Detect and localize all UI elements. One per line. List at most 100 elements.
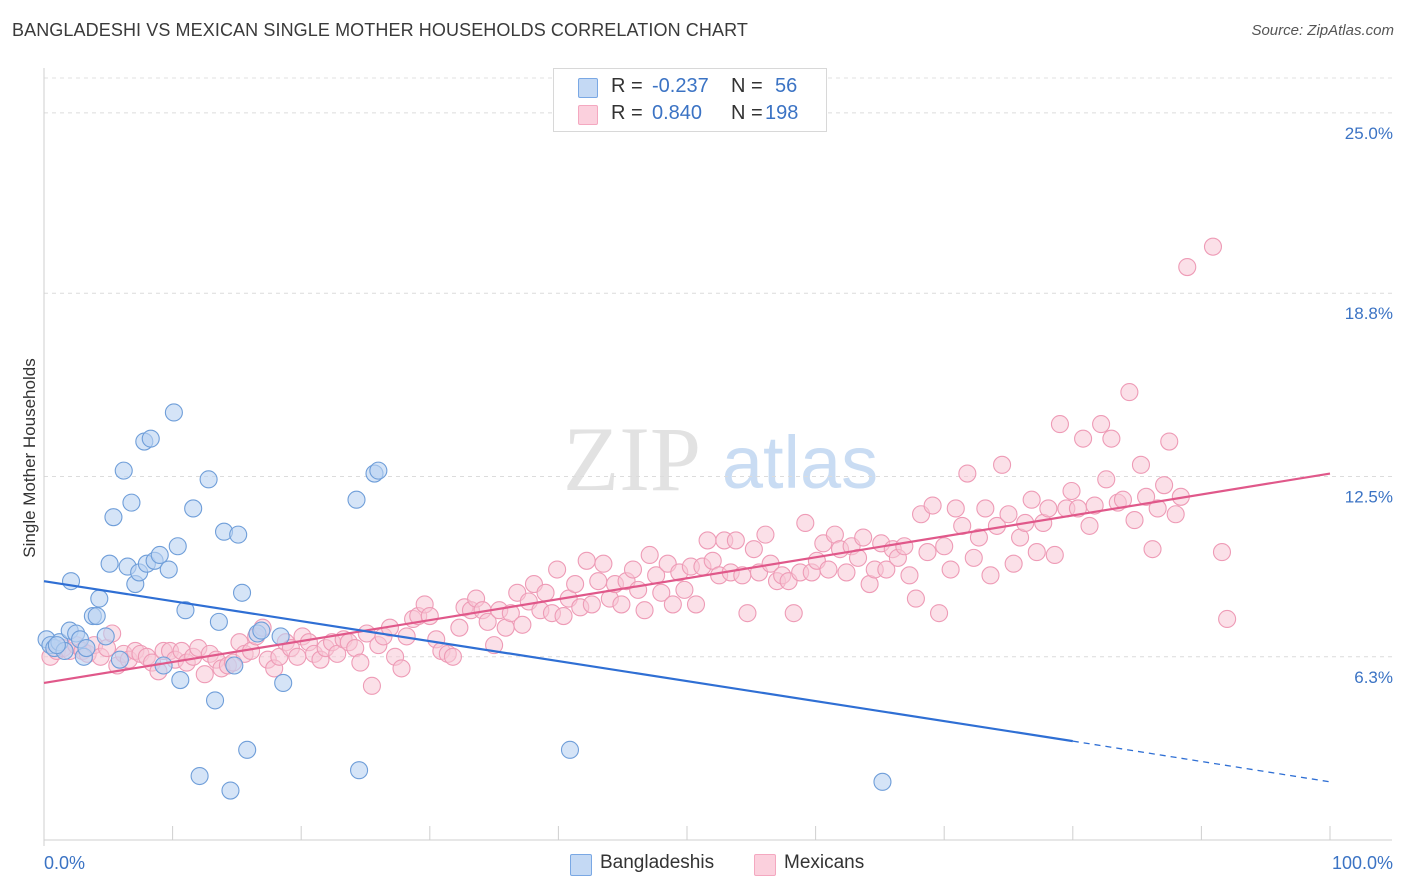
x-tick-label: 100.0% — [1332, 853, 1393, 873]
data-point-mexicans — [877, 560, 896, 579]
data-point-bangladeshis — [171, 670, 190, 690]
data-point-mexicans — [1203, 237, 1223, 256]
data-point-mexicans — [1131, 455, 1151, 474]
data-point-bangladeshis — [114, 461, 133, 480]
data-point-mexicans — [629, 580, 648, 599]
data-point-bangladeshis — [232, 583, 252, 602]
data-point-mexicans — [1062, 481, 1081, 501]
trendline-mexicans — [43, 472, 1331, 685]
data-point-bangladeshis — [205, 691, 225, 710]
data-point-bangladeshis — [141, 429, 160, 448]
data-point-mexicans — [837, 563, 856, 582]
data-point-mexicans — [1022, 490, 1041, 509]
data-point-bangladeshis — [87, 607, 106, 626]
data-point-mexicans — [1039, 499, 1058, 518]
data-point-mexicans — [1166, 505, 1185, 524]
data-point-mexicans — [1218, 609, 1237, 629]
data-point-mexicans — [362, 676, 381, 695]
data-point-mexicans — [663, 595, 682, 614]
data-point-mexicans — [756, 525, 775, 544]
data-point-mexicans — [635, 601, 654, 620]
data-point-mexicans — [548, 560, 567, 579]
data-point-bangladeshis — [168, 537, 187, 556]
data-point-bangladeshis — [47, 636, 66, 655]
data-point-mexicans — [895, 537, 914, 556]
data-point-bangladeshis — [369, 461, 388, 480]
data-point-bangladeshis — [77, 638, 96, 658]
data-point-mexicans — [1160, 432, 1179, 451]
data-point-mexicans — [738, 604, 757, 623]
x-tick-label: 0.0% — [44, 853, 85, 873]
data-point-mexicans — [1102, 429, 1121, 448]
data-point-mexicans — [969, 528, 988, 547]
data-point-mexicans — [589, 572, 608, 591]
trendline-bangladeshis-extension — [1072, 740, 1331, 783]
data-point-bangladeshis — [104, 508, 123, 527]
data-point-bangladeshis — [229, 525, 248, 544]
data-point-mexicans — [854, 528, 873, 547]
data-point-mexicans — [513, 615, 532, 634]
data-point-mexicans — [1080, 516, 1099, 535]
data-point-mexicans — [1137, 487, 1156, 506]
legend-row-mexicans: R = 0.840 N = 198 — [554, 101, 826, 127]
y-tick-label: 6.3% — [1354, 668, 1393, 687]
y-axis-label: Single Mother Households — [20, 358, 39, 557]
data-point-mexicans — [1085, 496, 1104, 515]
data-point-mexicans — [288, 647, 307, 666]
data-point-mexicans — [675, 580, 694, 599]
legend-label-mexicans: Mexicans — [784, 852, 865, 873]
data-point-mexicans — [195, 665, 214, 684]
data-point-mexicans — [796, 513, 815, 533]
data-point-mexicans — [554, 607, 573, 626]
data-point-mexicans — [577, 551, 596, 570]
data-point-mexicans — [478, 612, 497, 631]
chart-title: BANGLADESHI VS MEXICAN SINGLE MOTHER HOU… — [12, 20, 748, 40]
data-point-mexicans — [443, 647, 462, 666]
data-point-mexicans — [450, 618, 469, 637]
data-point-mexicans — [1074, 429, 1093, 448]
data-point-mexicans — [1155, 476, 1174, 495]
data-point-mexicans — [582, 595, 601, 614]
data-point-mexicans — [1027, 543, 1046, 562]
data-point-mexicans — [958, 464, 977, 483]
data-point-mexicans — [993, 455, 1012, 474]
data-point-mexicans — [1097, 470, 1116, 489]
data-point-bangladeshis — [96, 627, 115, 646]
legend-row-bangladeshis: R = -0.237 N = 56 — [554, 74, 826, 100]
data-point-mexicans — [918, 543, 937, 562]
data-point-bangladeshis — [252, 621, 271, 640]
legend-swatch-bangladeshis — [578, 78, 598, 98]
trendline-bangladeshis — [43, 580, 1073, 743]
legend-r-label: R = — [611, 75, 643, 97]
data-point-bangladeshis — [150, 545, 169, 565]
data-point-bangladeshis — [122, 493, 141, 512]
data-point-mexicans — [930, 604, 949, 623]
data-point-bangladeshis — [110, 650, 129, 669]
data-point-mexicans — [536, 583, 555, 602]
watermark-atlas: atlas — [722, 421, 878, 504]
data-point-bangladeshis — [560, 740, 580, 759]
data-point-mexicans — [1178, 257, 1197, 277]
data-point-mexicans — [351, 653, 370, 672]
data-point-bangladeshis — [199, 470, 218, 489]
y-tick-label: 18.8% — [1345, 304, 1393, 323]
data-point-mexicans — [1050, 415, 1069, 434]
data-point-mexicans — [906, 589, 925, 608]
data-point-mexicans — [946, 499, 965, 518]
data-point-mexicans — [501, 604, 520, 623]
data-point-mexicans — [964, 548, 983, 567]
data-point-mexicans — [1045, 545, 1064, 565]
series-legend: Bangladeshis Mexicans — [0, 851, 1406, 879]
data-point-bangladeshis — [350, 761, 369, 780]
data-point-bangladeshis — [176, 601, 195, 620]
data-point-mexicans — [594, 554, 613, 573]
data-point-mexicans — [935, 537, 954, 556]
data-point-mexicans — [1212, 543, 1232, 562]
data-point-bangladeshis — [159, 560, 178, 579]
legend-swatch-mexicans — [578, 105, 598, 125]
legend-swatch-bangladeshis — [570, 854, 592, 876]
data-point-mexicans — [1092, 415, 1111, 434]
legend-r-label: R = — [611, 102, 643, 124]
data-point-bangladeshis — [221, 781, 240, 800]
